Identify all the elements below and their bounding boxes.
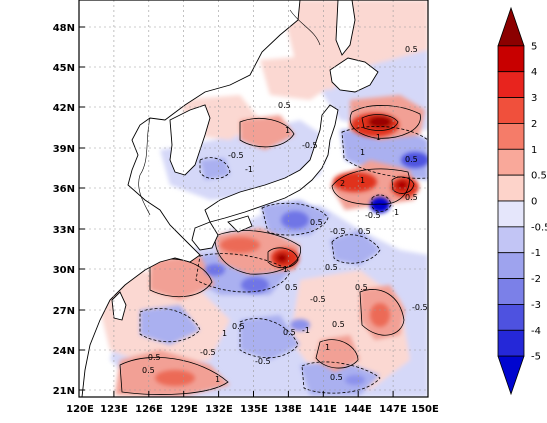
anomaly-field bbox=[79, 0, 428, 397]
lat-tick-label: 27N bbox=[53, 306, 75, 317]
colorbar-swatch bbox=[497, 304, 525, 331]
contour-label: -1 bbox=[302, 326, 310, 335]
contour-lines bbox=[119, 105, 421, 395]
lat-tick-label: 48N bbox=[53, 23, 75, 34]
contour-label: -1 bbox=[245, 165, 253, 174]
contour-label: 0.5 bbox=[232, 322, 245, 331]
colorbar-label: 5 bbox=[531, 41, 537, 52]
lat-tick-label: 45N bbox=[53, 63, 75, 74]
lon-tick-label: 147E bbox=[379, 404, 407, 415]
colorbar-swatch bbox=[497, 71, 525, 98]
lon-tick-label: 150E bbox=[411, 404, 439, 415]
colorbar-label: -3 bbox=[531, 300, 541, 311]
colorbar-swatch bbox=[497, 123, 525, 150]
colorbar-swatch bbox=[497, 226, 525, 254]
contour-label: -0.5 bbox=[330, 227, 346, 236]
lon-tick-label: 126E bbox=[135, 404, 163, 415]
colorbar-label: 0 bbox=[531, 197, 537, 208]
contour-label: 1 bbox=[222, 329, 227, 338]
colorbar-swatch bbox=[497, 200, 525, 228]
lat-tick-label: 39N bbox=[53, 144, 75, 155]
contour-label: 0.5 bbox=[325, 263, 338, 272]
contour-label: 1 bbox=[360, 148, 365, 157]
colorbar-label: 2 bbox=[531, 119, 537, 130]
contour-label: -0.5 bbox=[255, 357, 271, 366]
contour-label: 0.5 bbox=[405, 45, 418, 54]
contour-label: -0.5 bbox=[310, 295, 326, 304]
contour-label: 0.5 bbox=[330, 373, 343, 382]
contour-label: 1 bbox=[285, 126, 290, 135]
lat-tick-label: 36N bbox=[53, 184, 75, 195]
lat-tick-label: 30N bbox=[53, 265, 75, 276]
contour-label: -0.5 bbox=[412, 303, 428, 312]
lon-tick-label: 141E bbox=[309, 404, 337, 415]
lon-tick-label: 144E bbox=[344, 404, 372, 415]
lon-axis: 120E 123E 126E 129E 132E 135E 138E 141E … bbox=[66, 404, 439, 415]
contour-label: 0.5 bbox=[285, 283, 298, 292]
colorbar-label: -2 bbox=[531, 274, 541, 285]
contour-label: 0.5 bbox=[355, 283, 368, 292]
contour-label: 0.5 bbox=[142, 366, 155, 375]
colorbar-label: -5 bbox=[531, 352, 541, 363]
contour-label: 0.5 bbox=[278, 101, 291, 110]
colorbar-swatch bbox=[497, 174, 525, 202]
contour-label: 0.5 bbox=[310, 218, 323, 227]
contour-label: -0.5 bbox=[228, 151, 244, 160]
colorbar-swatch bbox=[497, 329, 525, 357]
colorbar-swatch bbox=[497, 148, 525, 176]
contour-label: 0.5 bbox=[405, 193, 418, 202]
contour-label: 1 bbox=[215, 375, 220, 384]
lat-axis: 21N 24N 27N 30N 33N 36N 39N 42N 45N 48N bbox=[53, 23, 75, 397]
colorbar-label: -0.5 bbox=[531, 222, 547, 233]
contour-label: 2 bbox=[340, 179, 345, 188]
lon-tick-label: 135E bbox=[240, 404, 268, 415]
lat-tick-label: 21N bbox=[53, 386, 75, 397]
contour-label: 1 bbox=[394, 208, 399, 217]
contour-label: 1 bbox=[360, 176, 365, 185]
colorbar-label: 3 bbox=[531, 93, 537, 104]
colorbar-label: 4 bbox=[531, 67, 537, 78]
contour-label: -0.5 bbox=[302, 141, 318, 150]
lat-tick-label: 42N bbox=[53, 103, 75, 114]
colorbar-label: 0.5 bbox=[531, 171, 547, 182]
contour-label: 1 bbox=[325, 343, 330, 352]
colorbar-swatch bbox=[497, 97, 525, 124]
colorbar-swatch bbox=[497, 355, 525, 396]
lat-tick-label: 33N bbox=[53, 225, 75, 236]
colorbar-swatch bbox=[497, 278, 525, 305]
colorbar-label: -4 bbox=[531, 326, 541, 337]
contour-label: 0.5 bbox=[332, 320, 345, 329]
contour-label: -0.5 bbox=[365, 211, 381, 220]
colorbar-label: 1 bbox=[531, 145, 537, 156]
colorbar-swatch bbox=[497, 45, 525, 73]
contour-label: 0.5 bbox=[358, 227, 371, 236]
contour-label: 1 bbox=[283, 265, 288, 274]
contour-label-group: -0.5 0.5 1 -1 -0.5 1 0.5 -0.5 0.5 1 -0.5… bbox=[142, 45, 428, 384]
lon-tick-label: 138E bbox=[274, 404, 302, 415]
lon-tick-label: 129E bbox=[170, 404, 198, 415]
lon-tick-label: 120E bbox=[66, 404, 94, 415]
contour-label: 0.5 bbox=[283, 328, 296, 337]
colorbar-swatch bbox=[497, 6, 525, 47]
colorbar-label: -1 bbox=[531, 248, 541, 259]
contour-label: -1 bbox=[373, 133, 381, 142]
lon-tick-label: 123E bbox=[100, 404, 128, 415]
contour-label: -0.5 bbox=[200, 348, 216, 357]
colorbar: 5 4 3 2 1 0.5 0 -0.5 -1 -2 -3 -4 -5 bbox=[497, 6, 547, 396]
lat-tick-label: 24N bbox=[53, 346, 75, 357]
gridlines bbox=[79, 0, 428, 397]
colorbar-swatch bbox=[497, 252, 525, 279]
contour-label: 0.5 bbox=[405, 155, 418, 164]
lon-tick-label: 132E bbox=[205, 404, 233, 415]
contour-label: -0.5 bbox=[145, 353, 161, 362]
